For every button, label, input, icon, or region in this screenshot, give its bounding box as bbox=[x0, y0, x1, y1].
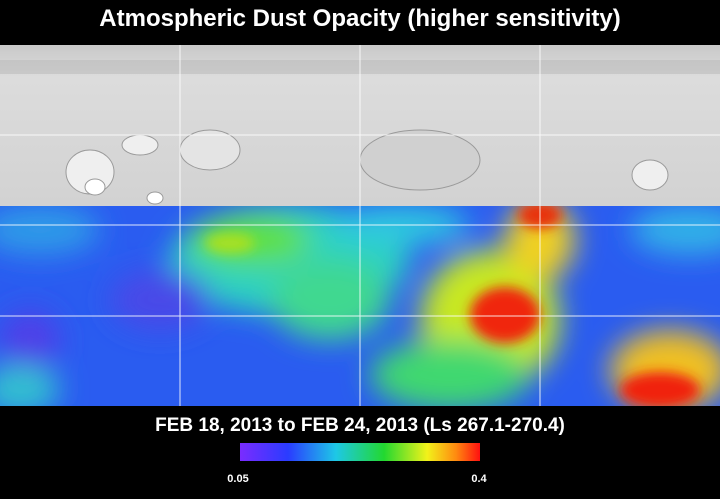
colorbar bbox=[240, 443, 480, 461]
colorbar-min: 0.05 bbox=[227, 473, 248, 485]
grid bbox=[0, 45, 720, 406]
date-range: FEB 18, 2013 to FEB 24, 2013 (Ls 267.1-2… bbox=[155, 415, 565, 436]
title: Atmospheric Dust Opacity (higher sensiti… bbox=[99, 5, 620, 32]
colorbar-max: 0.4 bbox=[471, 473, 487, 485]
mars-map bbox=[0, 45, 720, 406]
